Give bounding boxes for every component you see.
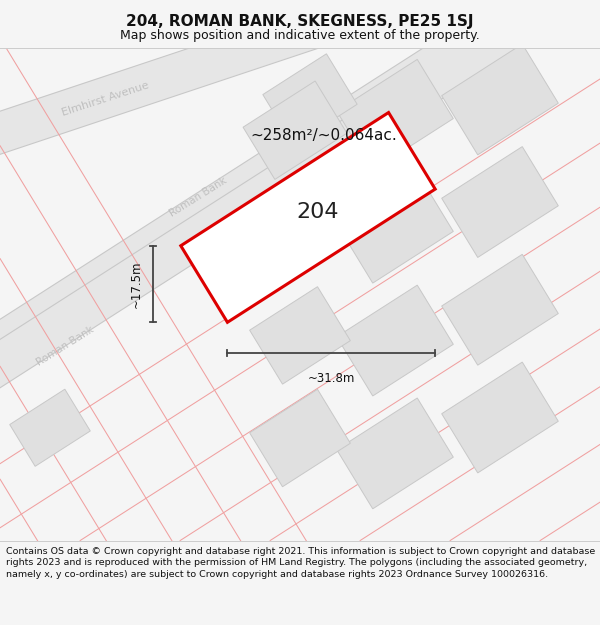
Text: Roman Bank: Roman Bank xyxy=(35,324,95,368)
Text: ~31.8m: ~31.8m xyxy=(308,372,355,384)
Polygon shape xyxy=(250,389,350,487)
Text: Map shows position and indicative extent of the property.: Map shows position and indicative extent… xyxy=(120,29,480,42)
Text: Elmhirst Avenue: Elmhirst Avenue xyxy=(60,81,150,118)
Polygon shape xyxy=(442,254,558,365)
Polygon shape xyxy=(243,81,347,179)
Polygon shape xyxy=(0,1,344,198)
Polygon shape xyxy=(263,156,357,248)
Text: ~258m²/~0.064ac.: ~258m²/~0.064ac. xyxy=(250,128,397,143)
Polygon shape xyxy=(442,362,558,473)
Polygon shape xyxy=(442,147,558,258)
Text: Contains OS data © Crown copyright and database right 2021. This information is : Contains OS data © Crown copyright and d… xyxy=(6,546,595,579)
Text: Roman Bank: Roman Bank xyxy=(167,175,229,219)
Polygon shape xyxy=(250,287,350,384)
Polygon shape xyxy=(0,0,595,490)
Text: ~17.5m: ~17.5m xyxy=(130,260,143,308)
Polygon shape xyxy=(337,173,453,283)
Polygon shape xyxy=(0,118,367,533)
Polygon shape xyxy=(10,389,90,466)
Polygon shape xyxy=(263,54,357,145)
Polygon shape xyxy=(337,398,453,509)
Text: 204, ROMAN BANK, SKEGNESS, PE25 1SJ: 204, ROMAN BANK, SKEGNESS, PE25 1SJ xyxy=(126,14,474,29)
Polygon shape xyxy=(442,44,558,155)
Polygon shape xyxy=(337,285,453,396)
Polygon shape xyxy=(181,112,435,322)
Text: 204: 204 xyxy=(297,202,339,222)
Polygon shape xyxy=(337,59,453,170)
